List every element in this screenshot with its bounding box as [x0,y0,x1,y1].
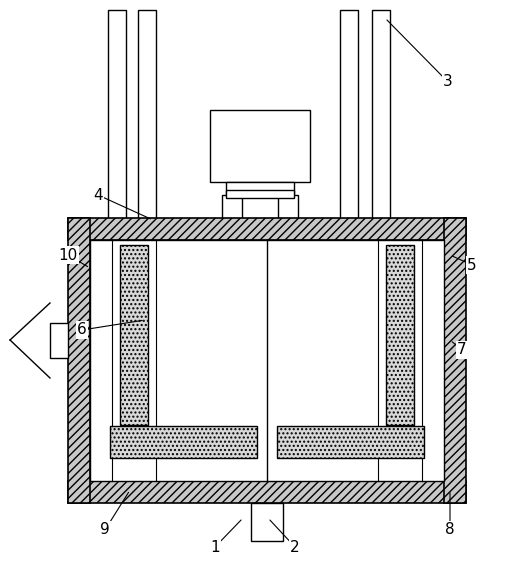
Bar [386,245,414,425]
Bar [68,218,90,503]
Bar [340,10,358,225]
Bar [277,426,424,458]
Text: 6: 6 [77,322,87,338]
Bar [110,426,257,458]
Bar [108,10,126,225]
Bar [68,218,466,240]
Text: 2: 2 [290,540,300,554]
Bar [372,10,390,225]
Bar [226,182,294,197]
Text: 7: 7 [457,342,467,357]
Bar [50,323,68,358]
Bar [120,245,148,425]
Text: 9: 9 [100,523,110,537]
Text: 8: 8 [445,523,455,537]
Bar [90,240,444,481]
Text: 5: 5 [467,258,477,273]
Bar [226,190,294,198]
Text: 10: 10 [59,248,78,262]
Bar [68,481,466,503]
Bar [210,110,310,182]
Bar [251,503,283,541]
Text: 4: 4 [93,187,103,203]
Bar [138,10,156,225]
Bar [222,195,242,220]
Text: 3: 3 [443,75,453,89]
Bar [278,195,298,220]
Text: 1: 1 [210,540,220,554]
Bar [444,218,466,503]
